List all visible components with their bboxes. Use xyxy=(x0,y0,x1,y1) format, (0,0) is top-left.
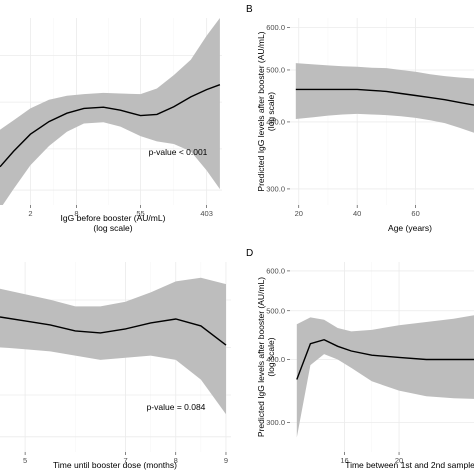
p-value-annotation-C: p-value = 0.084 xyxy=(147,402,206,412)
panel-label-D: D xyxy=(246,248,253,259)
x-tick-label: 40 xyxy=(353,209,361,218)
fitted-line-B xyxy=(295,88,474,106)
x-axis-label-A: IgG before booster (AU/mL) xyxy=(61,213,166,223)
x-tick-label: 55 xyxy=(136,209,144,218)
y-tick-label: 400.0 xyxy=(266,117,285,126)
x-axis-label-D: Time between 1st and 2nd sample xyxy=(345,460,474,470)
p-value-annotation-A: p-value < 0.001 xyxy=(149,147,208,157)
x-tick-label: 403 xyxy=(200,209,213,218)
y-tick-label: 600.0 xyxy=(266,23,285,32)
x-tick-label: 20 xyxy=(395,456,403,465)
x-tick-label: 8 xyxy=(74,209,78,218)
x-axis-sublabel-A: (log scale) xyxy=(93,223,132,233)
x-tick-label: 9 xyxy=(224,456,228,465)
y-axis-label-D: Predicted IgG levels after booster (AU/m… xyxy=(256,277,266,437)
confidence-band-A xyxy=(0,18,220,205)
fitted-line-A xyxy=(0,84,221,168)
y-tick-label: 400.0 xyxy=(266,355,285,364)
x-tick-label: 7 xyxy=(123,456,127,465)
y-tick-label: 500.0 xyxy=(266,306,285,315)
y-tick-label: 500.0 xyxy=(266,65,285,74)
x-axis-label-C: Time until booster dose (months) xyxy=(53,460,177,470)
confidence-band-C xyxy=(0,277,226,415)
fitted-line-C xyxy=(0,316,227,346)
x-tick-label: 20 xyxy=(295,209,303,218)
confidence-band-B xyxy=(295,63,474,133)
y-tick-label: 300.0 xyxy=(266,184,285,193)
y-tick-label: 300.0 xyxy=(266,418,285,427)
y-axis-label-B: Predicted IgG levels after booster (AU/m… xyxy=(256,31,266,191)
confidence-band-D xyxy=(296,315,474,438)
y-axis-sublabel-B: (log scale) xyxy=(266,92,276,131)
x-tick-label: 8 xyxy=(174,456,178,465)
y-axis-sublabel-D: (log scale) xyxy=(266,337,276,376)
x-tick-label: 5 xyxy=(23,456,27,465)
panel-label-B: B xyxy=(246,4,253,15)
x-tick-label: 60 xyxy=(411,209,419,218)
x-axis-label-B: Age (years) xyxy=(388,223,432,233)
fitted-line-D xyxy=(296,338,474,380)
x-tick-label: 2 xyxy=(28,209,32,218)
x-tick-label: 16 xyxy=(340,456,348,465)
y-tick-label: 600.0 xyxy=(266,266,285,275)
